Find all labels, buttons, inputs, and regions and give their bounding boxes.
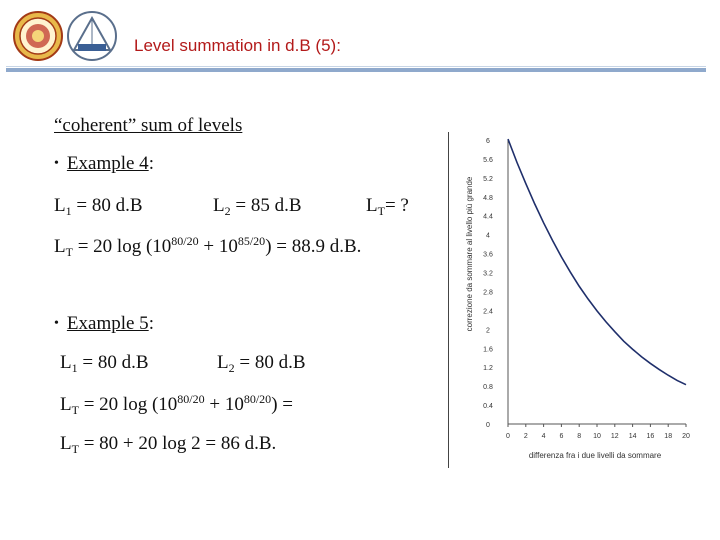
y-tick-label: 1.2 bbox=[483, 365, 493, 372]
y-tick-label: 2 bbox=[486, 327, 490, 334]
y-tick-label: 4.8 bbox=[483, 195, 493, 202]
y-tick-label: 6 bbox=[486, 138, 490, 145]
y-tick-label: 3.2 bbox=[483, 271, 493, 278]
example4-bullet: • Example 4: bbox=[54, 153, 154, 175]
university-seal-logo bbox=[13, 11, 63, 61]
y-tick-label: 4.4 bbox=[483, 214, 493, 221]
x-tick-label: 12 bbox=[611, 433, 619, 440]
slide-title: Level summation in d.B (5): bbox=[134, 36, 341, 55]
symbol: L bbox=[60, 352, 72, 373]
value: = ? bbox=[384, 195, 409, 216]
y-tick-label: 1.6 bbox=[483, 346, 493, 353]
value: = 80 d.B bbox=[234, 352, 306, 373]
example4-label: Example 4 bbox=[66, 153, 149, 174]
correction-curve bbox=[507, 138, 687, 386]
exponent: 80/20 bbox=[171, 234, 199, 248]
header-rule-light bbox=[6, 66, 706, 67]
chart-ticks: 0 0.4 0.8 1.2 1.6 2 2.4 2.8 3.2 3.6 4 4.4 4.8 5.2 5.6 6… bbox=[483, 138, 690, 440]
exponent: 80/20 bbox=[243, 392, 272, 406]
value: = 80 d.B bbox=[77, 352, 149, 373]
example4-lt: LT= ? bbox=[366, 195, 409, 219]
symbol: L bbox=[54, 236, 66, 257]
example4-l2: L2 = 85 d.B bbox=[213, 195, 302, 219]
exponent: 80/20 bbox=[177, 392, 205, 406]
subscript: 2 bbox=[224, 204, 231, 218]
bullet-icon: • bbox=[54, 156, 59, 171]
x-tick-label: 2 bbox=[524, 433, 528, 440]
chart-y-axis-label: correzione da sommare al livello più gra… bbox=[465, 176, 474, 331]
x-tick-label: 14 bbox=[629, 433, 637, 440]
y-tick-label: 2.4 bbox=[483, 308, 493, 315]
formula-part: + 10 bbox=[198, 236, 238, 257]
example5-colon: : bbox=[148, 313, 154, 334]
formula-part: = 20 log (10 bbox=[72, 236, 172, 257]
example5-bullet: • Example 5: bbox=[54, 313, 154, 335]
symbol: L bbox=[366, 195, 378, 216]
example4-colon: : bbox=[148, 153, 154, 174]
bullet-icon: • bbox=[54, 316, 59, 331]
chart-divider bbox=[448, 132, 449, 468]
formula-part: + 10 bbox=[204, 394, 244, 415]
formula-part: ) = 88.9 d.B. bbox=[265, 236, 362, 257]
header-rule bbox=[6, 68, 706, 72]
formula-part: = 20 log (10 bbox=[78, 394, 178, 415]
x-tick-label: 10 bbox=[593, 433, 601, 440]
x-tick-label: 4 bbox=[542, 433, 546, 440]
y-tick-label: 0 bbox=[486, 422, 490, 429]
chart-x-axis-label: differenza fra i due livelli da sommare bbox=[529, 451, 662, 460]
symbol: L bbox=[60, 433, 72, 454]
x-tick-label: 0 bbox=[506, 433, 510, 440]
subscript: T bbox=[71, 442, 79, 456]
y-tick-label: 0.8 bbox=[483, 384, 493, 391]
subscript: T bbox=[65, 245, 73, 259]
example4-formula: LT = 20 log (1080/20 + 1085/20) = 88.9 d… bbox=[54, 234, 361, 260]
example5-formula2: LT = 80 + 20 log 2 = 86 d.B. bbox=[60, 433, 276, 457]
symbol: L bbox=[213, 195, 225, 216]
x-tick-label: 6 bbox=[559, 433, 563, 440]
symbol: L bbox=[217, 352, 229, 373]
y-tick-label: 4 bbox=[486, 233, 490, 240]
x-tick-label: 16 bbox=[647, 433, 655, 440]
subscript: 1 bbox=[65, 204, 72, 218]
example5-label: Example 5 bbox=[66, 313, 149, 334]
x-tick-label: 18 bbox=[664, 433, 672, 440]
subscript: 1 bbox=[71, 361, 78, 375]
example4-l1: L1 = 80 d.B bbox=[54, 195, 143, 219]
x-tick-label: 8 bbox=[577, 433, 581, 440]
value: = 85 d.B bbox=[230, 195, 302, 216]
exponent: 85/20 bbox=[237, 234, 266, 248]
y-tick-label: 3.6 bbox=[483, 252, 493, 259]
example5-l2: L2 = 80 d.B bbox=[217, 352, 306, 376]
triangle-logo bbox=[67, 11, 117, 61]
correction-chart: 0 0.4 0.8 1.2 1.6 2 2.4 2.8 3.2 3.6 4 4.4 4.8 5.2 5.6 6… bbox=[465, 138, 690, 460]
example5-l1: L1 = 80 d.B bbox=[60, 352, 149, 376]
example5-formula1: LT = 20 log (1080/20 + 1080/20) = bbox=[60, 392, 293, 418]
section-heading: “coherent” sum of levels bbox=[54, 115, 243, 136]
symbol: L bbox=[60, 394, 72, 415]
value: = 80 d.B bbox=[71, 195, 143, 216]
symbol: L bbox=[54, 195, 66, 216]
chart-series bbox=[507, 138, 687, 386]
x-tick-label: 20 bbox=[682, 433, 690, 440]
y-tick-label: 5.2 bbox=[483, 176, 493, 183]
y-tick-label: 0.4 bbox=[483, 403, 493, 410]
subscript: T bbox=[71, 403, 79, 417]
y-tick-label: 2.8 bbox=[483, 289, 493, 296]
subscript: T bbox=[377, 204, 385, 218]
formula-part: = 80 + 20 log 2 = 86 d.B. bbox=[78, 433, 277, 454]
y-tick-label: 5.6 bbox=[483, 157, 493, 164]
chart-axes bbox=[507, 140, 686, 425]
formula-part: ) = bbox=[271, 394, 293, 415]
subscript: 2 bbox=[228, 361, 235, 375]
